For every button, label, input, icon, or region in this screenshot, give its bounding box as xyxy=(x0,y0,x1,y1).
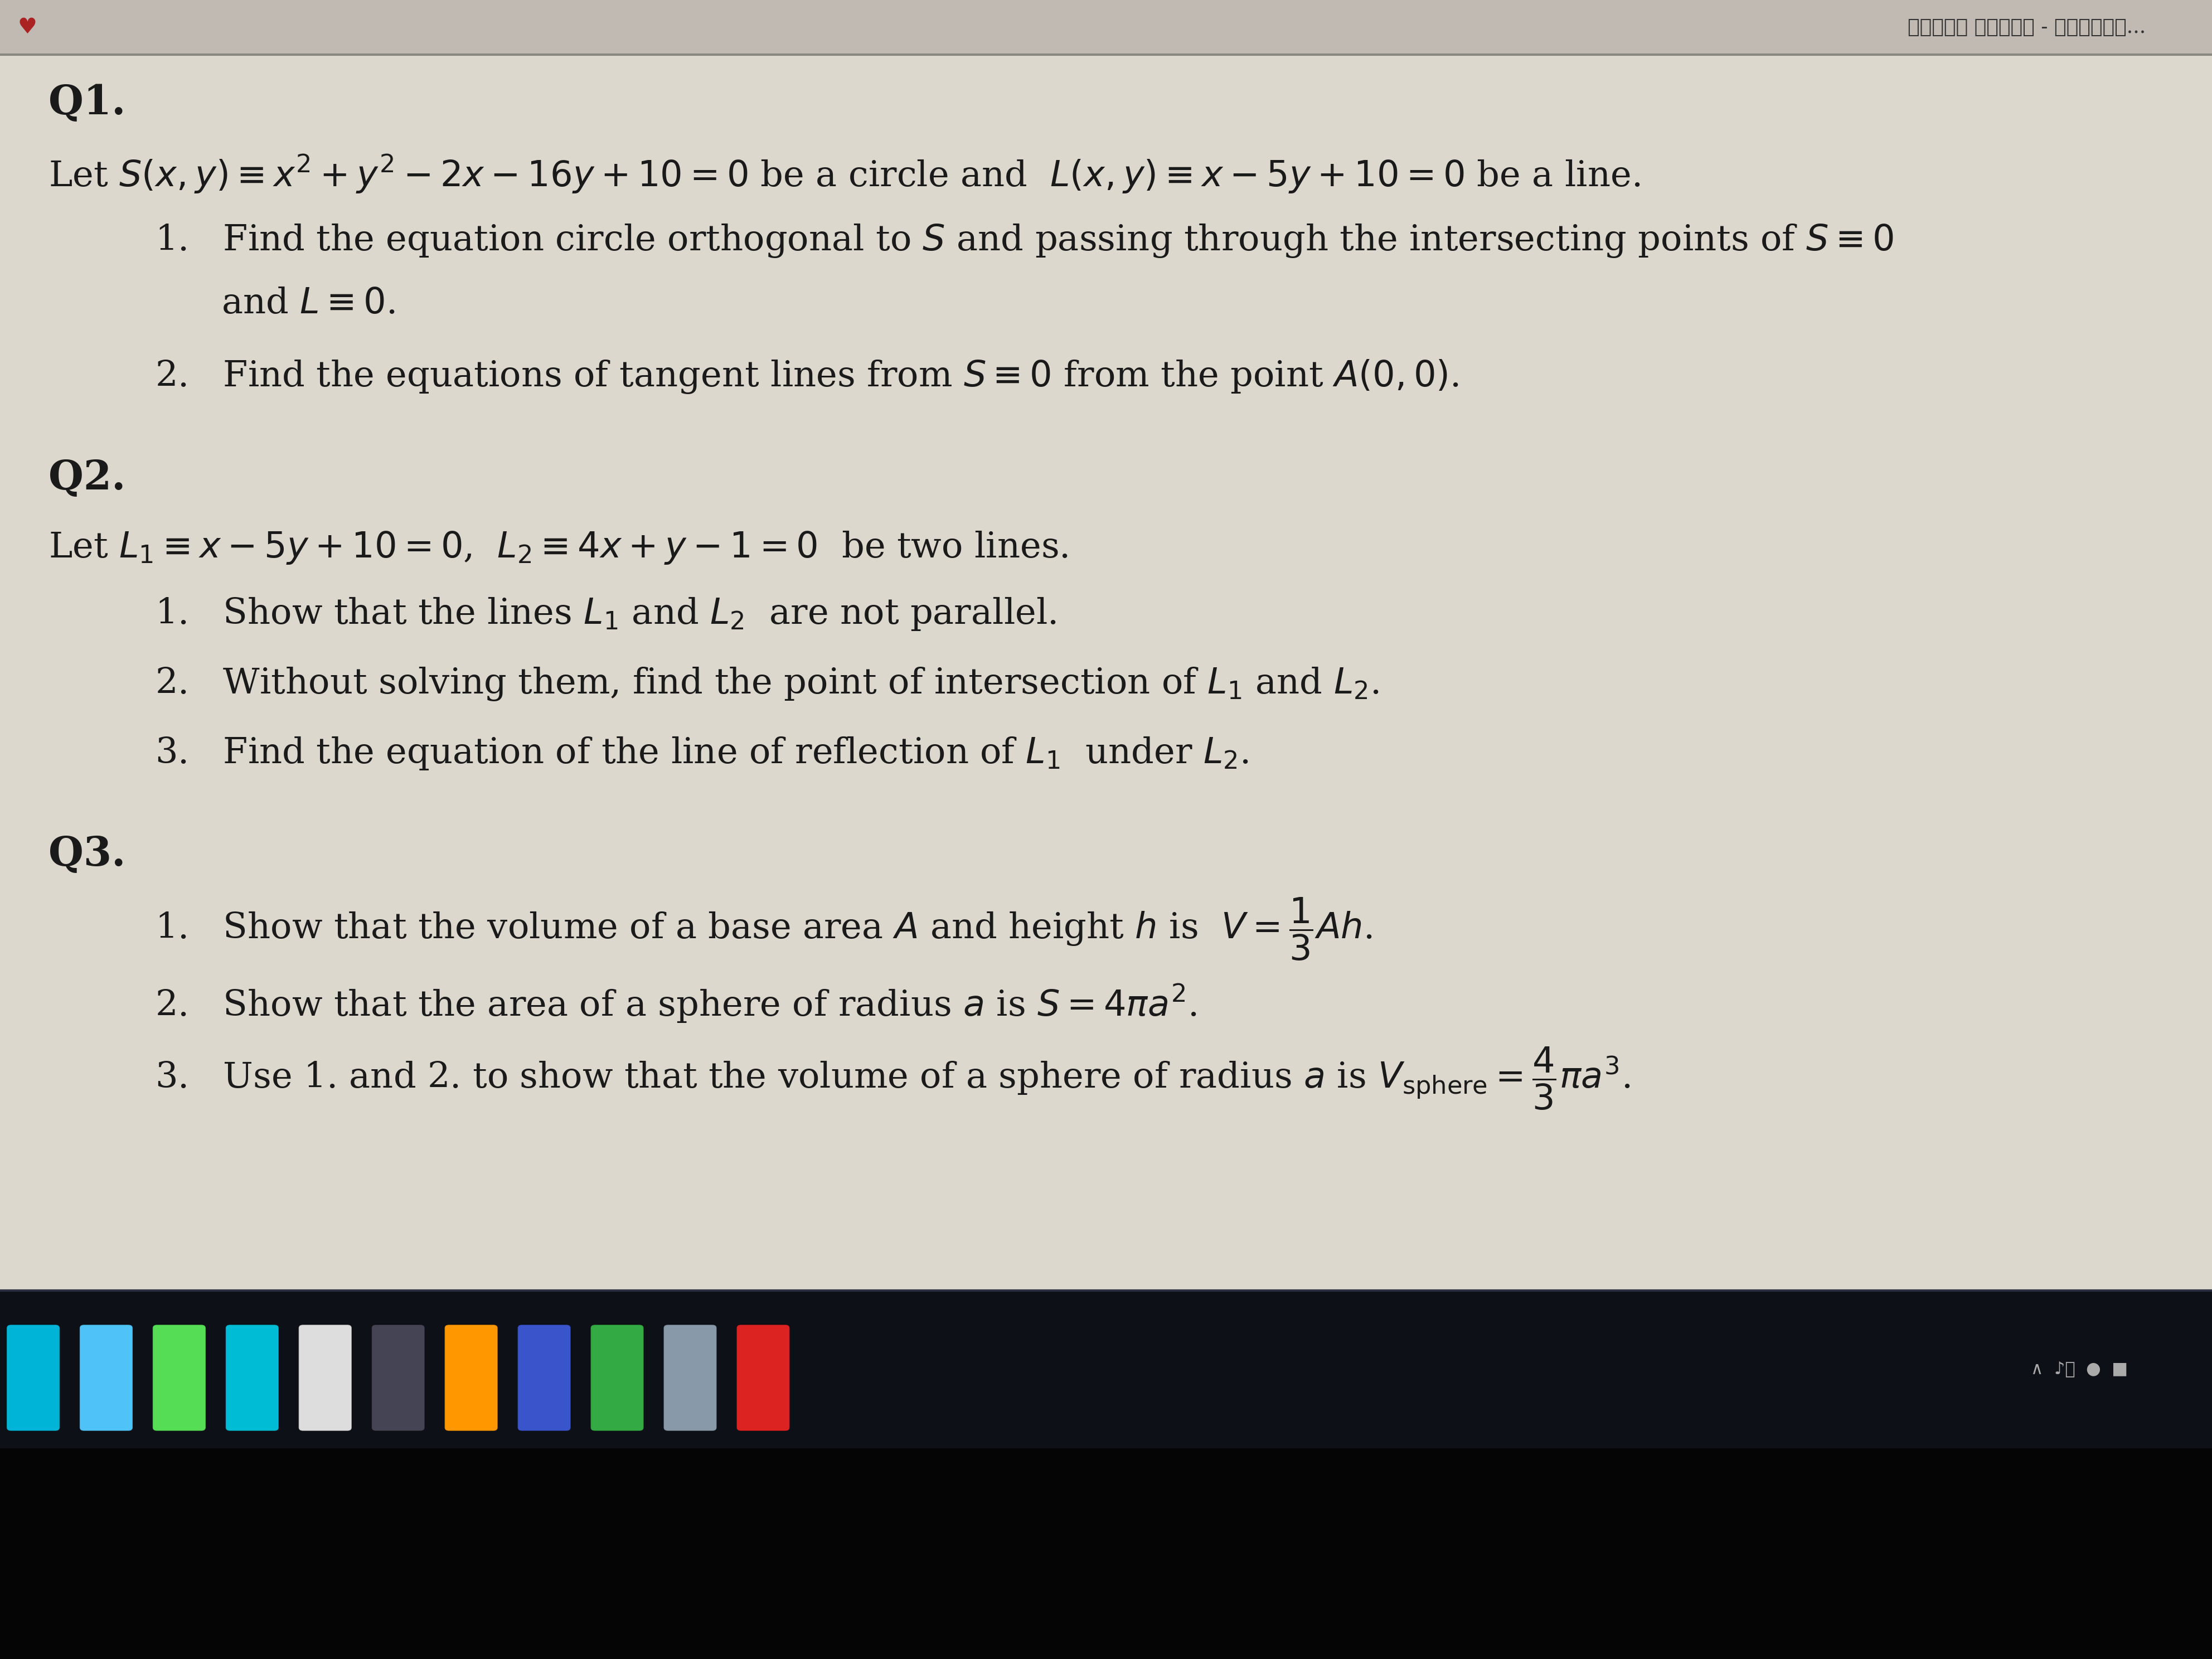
FancyBboxPatch shape xyxy=(591,1324,644,1430)
Text: 2.   Without solving them, find the point of intersection of $L_1$ and $L_2$.: 2. Without solving them, find the point … xyxy=(155,665,1378,702)
Text: 3.   Find the equation of the line of reflection of $L_1$  under $L_2$.: 3. Find the equation of the line of refl… xyxy=(155,735,1248,771)
FancyBboxPatch shape xyxy=(7,1324,60,1430)
FancyBboxPatch shape xyxy=(0,1448,2212,1659)
Text: Let $L_1 \equiv x - 5y + 10 = 0$,  $L_2 \equiv 4x + y - 1 = 0$  be two lines.: Let $L_1 \equiv x - 5y + 10 = 0$, $L_2 \… xyxy=(49,529,1068,566)
Text: 1.   Show that the lines $L_1$ and $L_2$  are not parallel.: 1. Show that the lines $L_1$ and $L_2$ a… xyxy=(155,596,1055,632)
FancyBboxPatch shape xyxy=(737,1324,790,1430)
FancyBboxPatch shape xyxy=(664,1324,717,1430)
Text: Let $S(x, y) \equiv x^2 + y^2 - 2x - 16y + 10 = 0$ be a circle and  $L(x, y) \eq: Let $S(x, y) \equiv x^2 + y^2 - 2x - 16y… xyxy=(49,153,1641,196)
FancyBboxPatch shape xyxy=(518,1324,571,1430)
Text: 1.   Find the equation circle orthogonal to $S$ and passing through the intersec: 1. Find the equation circle orthogonal t… xyxy=(155,222,1893,259)
FancyBboxPatch shape xyxy=(372,1324,425,1430)
FancyBboxPatch shape xyxy=(80,1324,133,1430)
Text: ♥: ♥ xyxy=(18,17,38,38)
FancyBboxPatch shape xyxy=(226,1324,279,1430)
Text: Q3.: Q3. xyxy=(49,834,126,874)
Text: ∧  ♪⧖  ●  ■: ∧ ♪⧖ ● ■ xyxy=(2031,1362,2128,1377)
FancyBboxPatch shape xyxy=(0,55,2212,1291)
FancyBboxPatch shape xyxy=(0,0,2212,55)
Text: Q1.: Q1. xyxy=(49,83,126,123)
Text: Q2.: Q2. xyxy=(49,458,126,498)
Text: and $L \equiv 0$.: and $L \equiv 0$. xyxy=(221,287,394,320)
Text: 2.   Show that the area of a sphere of radius $a$ is $S = 4\pi a^2$.: 2. Show that the area of a sphere of rad… xyxy=(155,982,1197,1025)
FancyBboxPatch shape xyxy=(0,1291,2212,1448)
Text: 1.   Show that the volume of a base area $A$ and height $h$ is  $V = \dfrac{1}{3: 1. Show that the volume of a base area $… xyxy=(155,896,1371,962)
Text: 3.   Use 1. and 2. to show that the volume of a sphere of radius $a$ is $V_{\mat: 3. Use 1. and 2. to show that the volume… xyxy=(155,1045,1630,1112)
FancyBboxPatch shape xyxy=(445,1324,498,1430)
FancyBboxPatch shape xyxy=(153,1324,206,1430)
Text: 2.   Find the equations of tangent lines from $S \equiv 0$ from the point $A(0,0: 2. Find the equations of tangent lines f… xyxy=(155,358,1458,395)
Text: نتائج البحث - الإعدا...: نتائج البحث - الإعدا... xyxy=(1907,18,2146,36)
FancyBboxPatch shape xyxy=(299,1324,352,1430)
